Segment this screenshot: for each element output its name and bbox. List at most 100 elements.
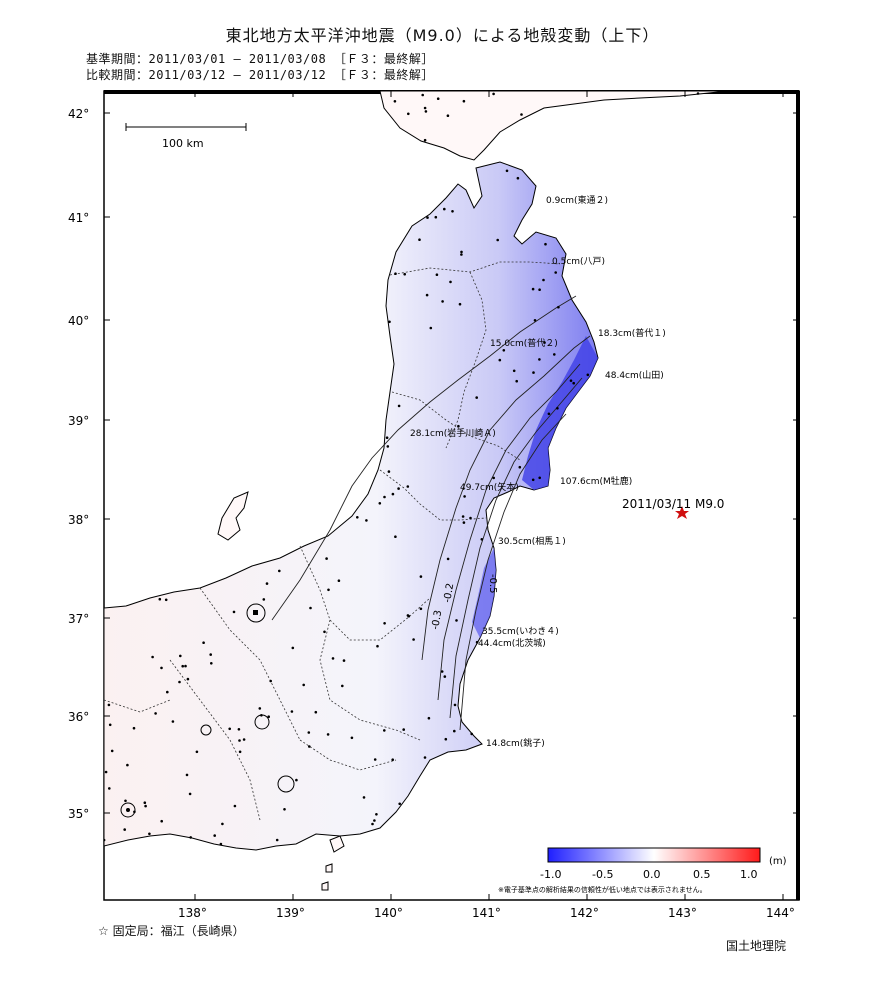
gnss-station-dot xyxy=(505,169,509,173)
gnss-station-dot xyxy=(424,110,428,113)
lon-label-143: 143° xyxy=(668,906,697,920)
izu-islands xyxy=(321,835,345,891)
gnss-station-dot xyxy=(388,320,391,324)
gnss-station-dot xyxy=(267,715,271,718)
gnss-station-dot xyxy=(492,92,495,96)
gnss-station-dot xyxy=(373,819,376,822)
gnss-station-dot xyxy=(462,521,466,524)
gnss-station-dot xyxy=(421,93,425,97)
gnss-station-dot xyxy=(108,787,111,790)
gnss-station-dot xyxy=(538,476,541,480)
gnss-station-dot xyxy=(337,579,341,582)
gnss-station-dot xyxy=(104,770,108,774)
axis-ticks xyxy=(104,91,799,900)
gnss-station-dot xyxy=(323,630,326,634)
contour-label-03: -0.3 xyxy=(430,609,444,630)
gnss-station-dot xyxy=(569,379,573,383)
gnss-station-dot xyxy=(406,485,410,488)
lat-label-38: 38° xyxy=(68,513,89,527)
gnss-station-dot xyxy=(107,703,111,707)
sado-island xyxy=(217,491,249,541)
gnss-station-dot xyxy=(202,641,205,644)
gnss-station-dot xyxy=(209,653,212,656)
subsidence-zone xyxy=(522,336,598,490)
gnss-station-dot xyxy=(391,758,395,761)
gnss-station-dot xyxy=(219,842,223,846)
credit-label: 国土地理院 xyxy=(726,939,787,953)
annotation-fudai1: 18.3cm(普代１) xyxy=(598,327,666,339)
gnss-station-dot xyxy=(423,106,427,110)
gnss-station-dot xyxy=(469,516,472,520)
colorbar-note: ※電子基準点の解析結果の信頼性が低い地点では表示されません。 xyxy=(498,885,707,894)
gnss-station-dot xyxy=(554,271,557,274)
lon-label-139: 139° xyxy=(276,906,305,920)
gnss-station-dot xyxy=(124,799,127,803)
lon-label-142: 142° xyxy=(570,906,599,920)
gnss-station-dot xyxy=(538,358,541,361)
gnss-station-dot xyxy=(547,412,551,416)
gnss-station-dot xyxy=(383,729,386,732)
gnss-station-dot xyxy=(394,535,397,538)
contour-label-05: -0.5 xyxy=(487,574,498,594)
reference-period: 基準期間：2011/03/01 – 2011/03/08 ［Ｆ３：最終解］ xyxy=(86,52,434,66)
gnss-station-dot xyxy=(403,272,407,276)
gnss-station-dot xyxy=(444,737,448,741)
gnss-station-dot xyxy=(455,619,458,622)
gnss-station-dot xyxy=(189,836,192,839)
gnss-station-dot xyxy=(275,838,279,842)
gnss-station-dot xyxy=(419,575,423,578)
gnss-station-dot xyxy=(164,598,168,602)
gnss-station-dot xyxy=(460,250,463,254)
lat-label-35: 35° xyxy=(68,807,89,821)
gnss-station-dot xyxy=(269,679,273,683)
gnss-station-dot xyxy=(446,557,450,561)
annotation-yamoto: 49.7cm(矢本) xyxy=(460,481,519,493)
gnss-station-dot xyxy=(188,792,192,796)
gnss-station-dot xyxy=(350,736,354,740)
gnss-station-dot xyxy=(531,478,535,482)
gnss-station-dot xyxy=(441,300,444,303)
gnss-station-dot xyxy=(110,749,114,753)
gnss-station-dot xyxy=(144,804,147,808)
gnss-station-dot xyxy=(423,138,427,142)
gnss-station-dot xyxy=(262,598,266,601)
gnss-station-dot xyxy=(291,646,295,650)
gnss-station-dot xyxy=(449,280,452,284)
gnss-station-dot xyxy=(543,341,546,344)
gnss-station-dot xyxy=(457,424,460,428)
gnss-station-dot xyxy=(386,445,390,448)
gnss-station-dot xyxy=(238,750,242,754)
gnss-station-dot xyxy=(283,808,286,811)
gnss-station-dot xyxy=(233,804,237,808)
gnss-station-dot xyxy=(228,727,231,731)
gnss-station-dot xyxy=(154,712,157,715)
gnss-station-dot xyxy=(383,495,386,499)
gnss-station-dot xyxy=(475,396,479,399)
gnss-station-dot xyxy=(185,773,189,777)
annotation-yamada: 48.4cm(山田) xyxy=(605,370,664,381)
gnss-station-dot xyxy=(475,640,479,644)
lon-label-144: 144° xyxy=(766,906,795,920)
gnss-station-dot xyxy=(553,353,556,356)
annotation-iwaki4: 35.5cm(いわき４) xyxy=(482,626,559,637)
gnss-station-dot xyxy=(104,838,106,842)
annotation-soma1: 30.5cm(相馬１) xyxy=(498,535,566,547)
colorbar-unit: (m) xyxy=(769,856,787,867)
gnss-station-dot xyxy=(696,92,700,95)
gnss-station-dot xyxy=(426,216,429,219)
annotation-oshika: 107.6cm(M牡鹿) xyxy=(560,475,632,487)
gnss-station-dot xyxy=(132,726,136,730)
gnss-station-dot xyxy=(520,113,523,116)
gnss-station-dot xyxy=(160,819,163,823)
gnss-station-dot xyxy=(412,638,415,641)
gnss-station-dot xyxy=(542,278,545,282)
gnss-station-dot xyxy=(385,436,389,440)
gnss-station-dot xyxy=(307,731,311,734)
gnss-station-dot xyxy=(443,675,447,678)
gnss-station-dot xyxy=(453,703,457,707)
gnss-station-dot xyxy=(397,487,400,490)
gnss-station-dot xyxy=(429,326,433,330)
lon-label-138: 138° xyxy=(178,906,207,920)
gnss-station-dot xyxy=(371,822,374,826)
